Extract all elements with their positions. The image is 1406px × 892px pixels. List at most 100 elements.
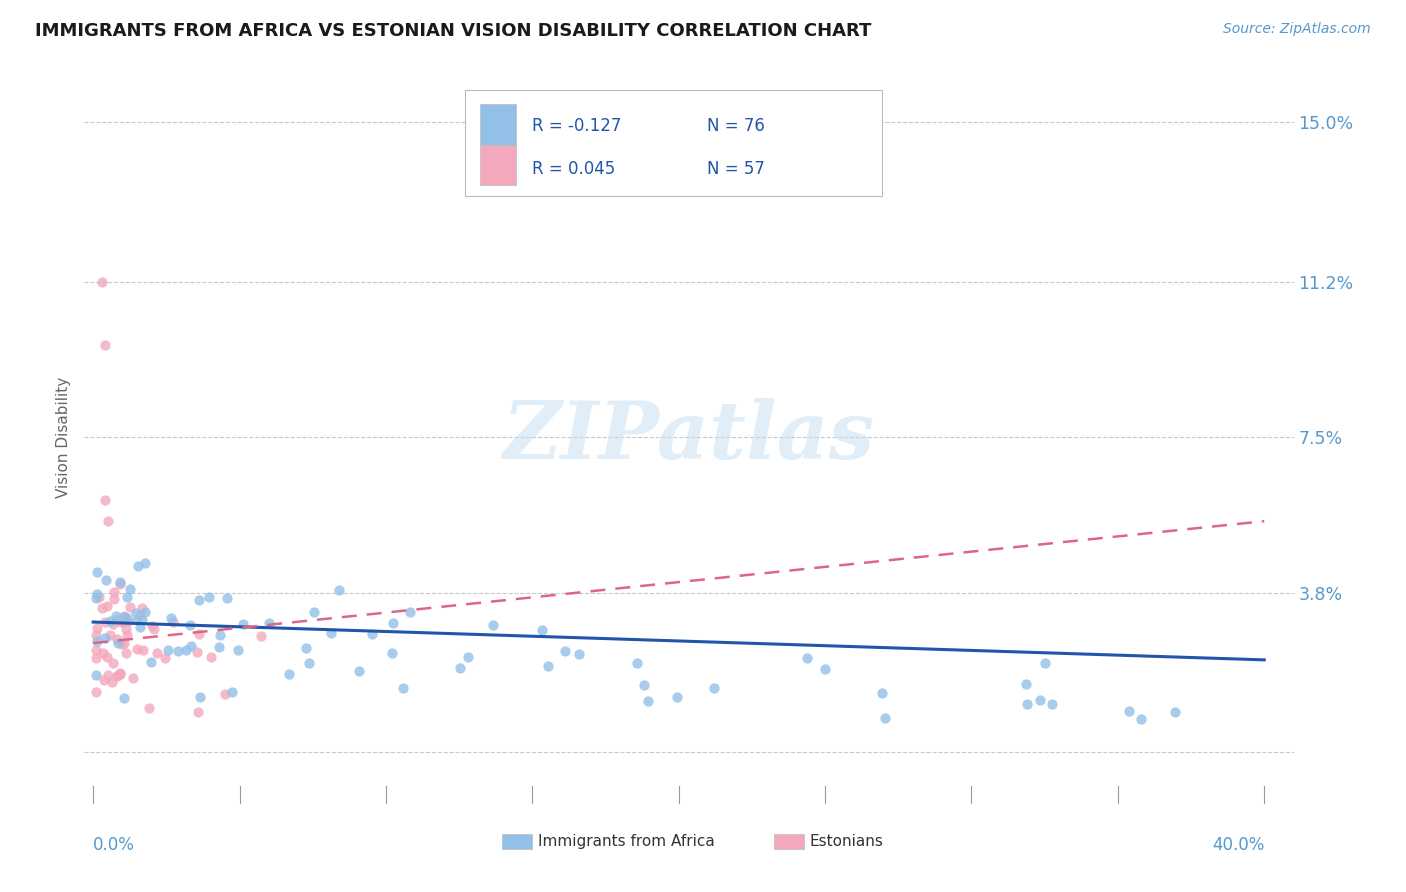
Point xyxy=(107,668,129,682)
Point xyxy=(110,615,132,630)
Point xyxy=(103,591,125,606)
Point xyxy=(112,690,135,705)
Point xyxy=(84,668,107,682)
Point xyxy=(232,617,254,632)
Bar xyxy=(479,104,516,145)
Point xyxy=(1015,697,1038,711)
Point xyxy=(105,669,128,683)
Text: R = -0.127: R = -0.127 xyxy=(531,117,621,136)
Point xyxy=(221,685,243,699)
Point xyxy=(626,656,648,670)
Text: N = 76: N = 76 xyxy=(707,117,765,136)
Point xyxy=(120,599,142,614)
Point xyxy=(96,573,118,587)
Point xyxy=(111,637,134,651)
Point xyxy=(1130,712,1153,726)
Point xyxy=(98,628,121,642)
Point xyxy=(111,615,134,629)
Point xyxy=(115,590,138,604)
Point xyxy=(813,662,835,676)
Point xyxy=(187,626,209,640)
Point xyxy=(328,583,350,598)
Point xyxy=(304,605,326,619)
Point xyxy=(319,626,342,640)
Point xyxy=(86,622,108,636)
Point xyxy=(86,587,108,601)
Text: 0.0%: 0.0% xyxy=(93,837,135,855)
Point xyxy=(188,690,211,705)
Point xyxy=(208,640,231,655)
Point xyxy=(143,623,166,637)
Point xyxy=(200,649,222,664)
Point xyxy=(1033,657,1056,671)
Point xyxy=(188,593,211,607)
Point xyxy=(381,616,404,631)
FancyBboxPatch shape xyxy=(465,90,883,195)
Point xyxy=(117,614,139,628)
Point xyxy=(1164,705,1187,719)
Point xyxy=(153,651,176,665)
Bar xyxy=(502,834,531,849)
Point xyxy=(108,667,131,681)
Point xyxy=(125,606,148,620)
Point xyxy=(1015,677,1038,691)
Point xyxy=(482,618,505,632)
Point xyxy=(198,590,221,604)
Point xyxy=(141,655,163,669)
Point xyxy=(86,634,108,648)
Text: Source: ZipAtlas.com: Source: ZipAtlas.com xyxy=(1223,22,1371,37)
Text: 40.0%: 40.0% xyxy=(1212,837,1264,855)
Point xyxy=(94,337,117,351)
Point xyxy=(138,701,160,715)
Point xyxy=(160,611,183,625)
Point xyxy=(399,605,422,619)
Point xyxy=(91,646,114,660)
Point xyxy=(84,627,107,641)
Point xyxy=(103,584,125,599)
Point xyxy=(249,629,271,643)
Point xyxy=(156,642,179,657)
Point xyxy=(174,643,197,657)
Point xyxy=(392,681,415,696)
Point xyxy=(93,615,115,629)
Point xyxy=(1118,704,1140,718)
Point xyxy=(131,613,153,627)
Point xyxy=(457,649,479,664)
Point xyxy=(129,607,152,622)
Point xyxy=(449,661,471,675)
Point xyxy=(125,613,148,627)
Point xyxy=(86,565,108,579)
Point xyxy=(870,686,893,700)
Point xyxy=(381,646,404,660)
Point xyxy=(89,591,111,605)
Point xyxy=(554,644,576,658)
Point xyxy=(84,643,107,657)
Point xyxy=(347,664,370,678)
Point xyxy=(180,639,202,653)
Point xyxy=(179,618,201,632)
Point xyxy=(96,599,118,613)
Point xyxy=(127,559,149,574)
Point xyxy=(294,641,316,656)
Point xyxy=(108,574,131,589)
Text: Estonians: Estonians xyxy=(810,834,884,849)
Point xyxy=(568,647,591,661)
Point xyxy=(114,623,136,637)
Bar xyxy=(773,834,804,849)
Point xyxy=(100,614,122,628)
Point xyxy=(104,608,127,623)
Point xyxy=(537,658,560,673)
Point xyxy=(108,577,131,591)
Point xyxy=(132,642,155,657)
Point xyxy=(97,667,120,681)
Point xyxy=(94,631,117,645)
Point xyxy=(633,678,655,692)
Point xyxy=(665,690,688,705)
Point xyxy=(94,493,117,508)
Point xyxy=(796,651,818,665)
Bar xyxy=(479,145,516,185)
Point xyxy=(298,657,321,671)
Text: IMMIGRANTS FROM AFRICA VS ESTONIAN VISION DISABILITY CORRELATION CHART: IMMIGRANTS FROM AFRICA VS ESTONIAN VISIO… xyxy=(35,22,872,40)
Point xyxy=(118,582,141,597)
Point xyxy=(129,620,152,634)
